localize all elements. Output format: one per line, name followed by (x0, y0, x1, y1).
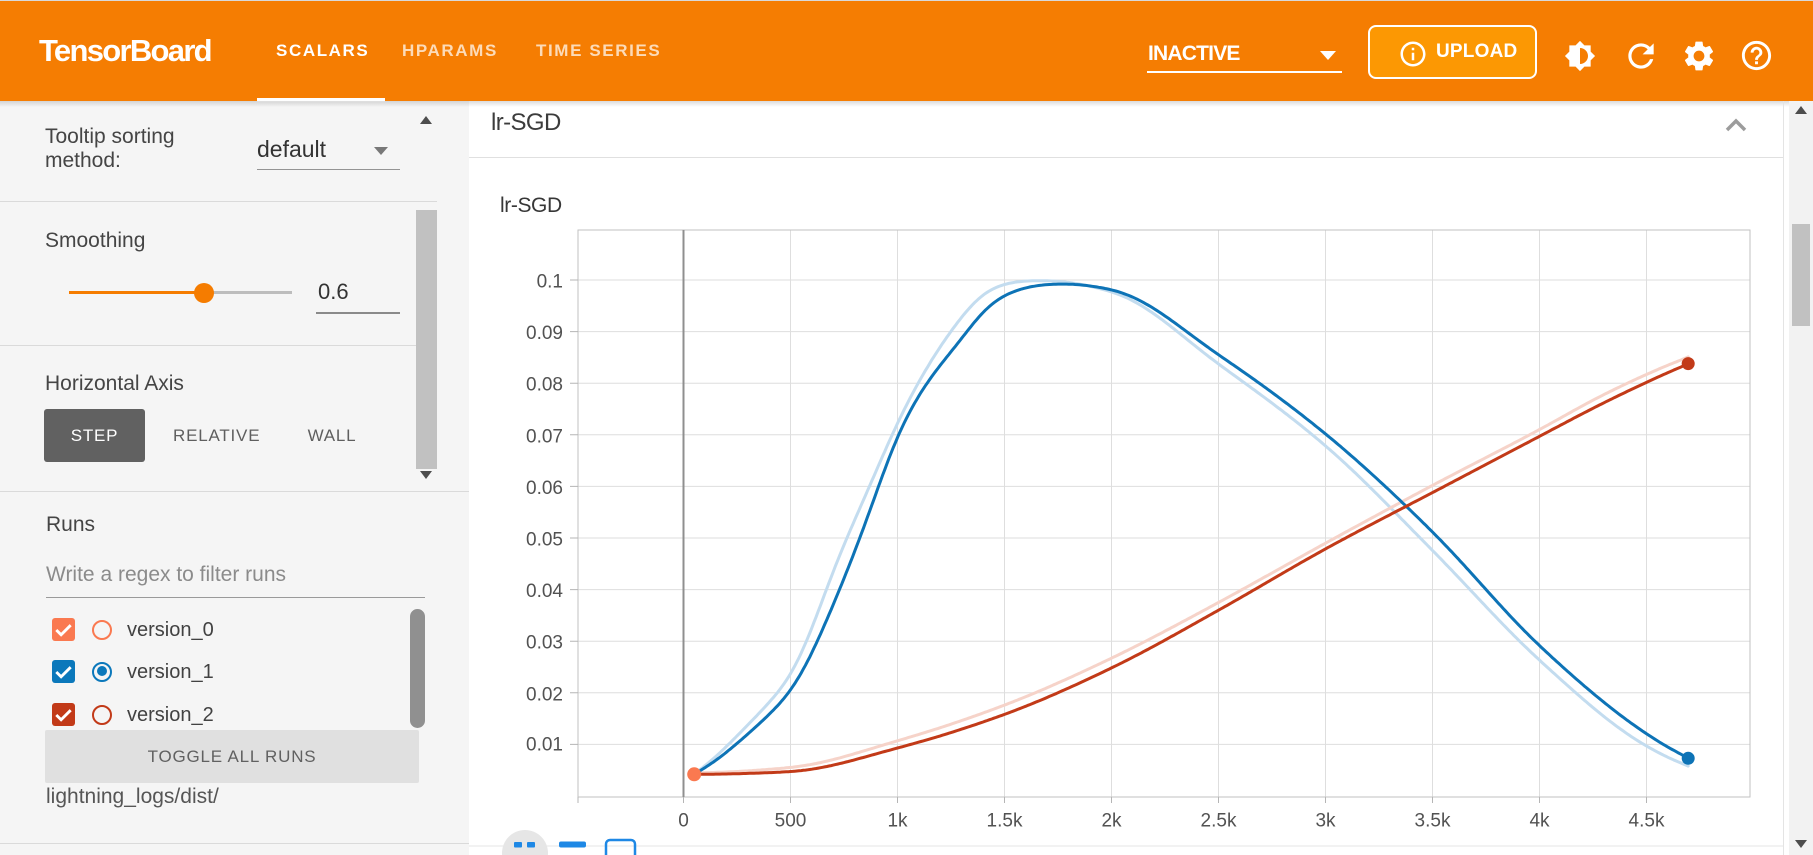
svg-text:0.07: 0.07 (526, 426, 563, 447)
svg-text:500: 500 (775, 811, 807, 832)
svg-text:0.06: 0.06 (526, 478, 563, 499)
svg-text:2.5k: 2.5k (1201, 811, 1237, 832)
svg-text:0.08: 0.08 (526, 375, 563, 396)
svg-text:4.5k: 4.5k (1629, 811, 1665, 832)
svg-text:0.02: 0.02 (526, 684, 563, 705)
svg-text:0: 0 (678, 811, 689, 832)
svg-text:1.5k: 1.5k (987, 811, 1023, 832)
svg-text:1k: 1k (887, 811, 908, 832)
svg-text:3k: 3k (1315, 811, 1336, 832)
svg-text:4k: 4k (1529, 811, 1550, 832)
svg-text:3.5k: 3.5k (1415, 811, 1451, 832)
svg-text:0.05: 0.05 (526, 530, 563, 551)
svg-text:0.01: 0.01 (526, 734, 563, 755)
svg-text:0.09: 0.09 (526, 323, 563, 344)
svg-text:0.1: 0.1 (537, 272, 563, 293)
svg-text:0.04: 0.04 (526, 581, 563, 602)
svg-text:2k: 2k (1101, 811, 1122, 832)
svg-text:0.03: 0.03 (526, 633, 563, 654)
